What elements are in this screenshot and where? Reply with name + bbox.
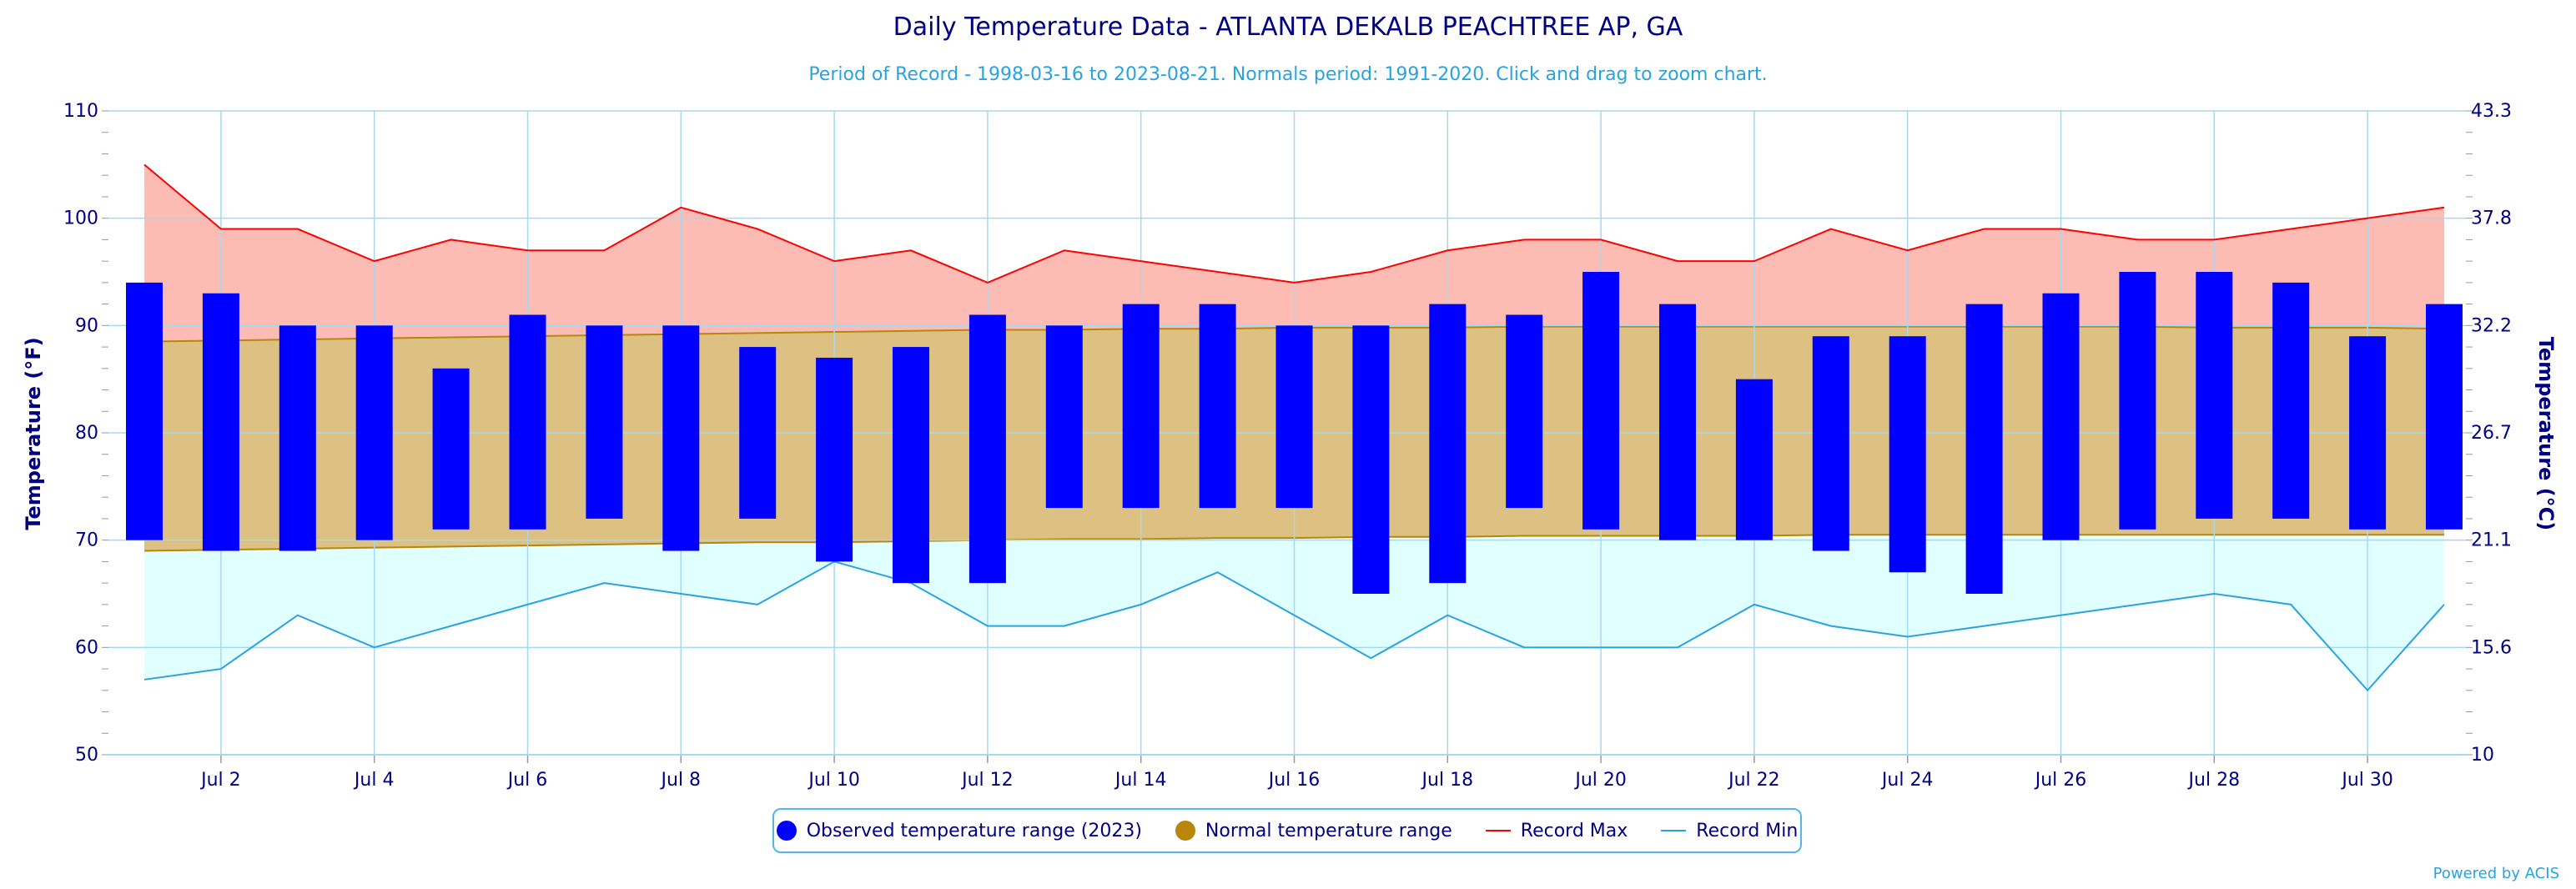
observed-bar[interactable] <box>509 314 546 530</box>
observed-bar[interactable] <box>2119 272 2156 530</box>
x-tick-label: Jul 26 <box>2034 770 2087 791</box>
x-tick-label: Jul 6 <box>506 770 548 791</box>
record-min-swatch-icon <box>1661 830 1687 831</box>
chart-title: Daily Temperature Data - ATLANTA DEKALB … <box>893 13 1683 42</box>
observed-bar[interactable] <box>202 293 239 551</box>
x-tick-label: Jul 10 <box>807 770 860 791</box>
observed-bar[interactable] <box>1659 304 1696 540</box>
observed-bar[interactable] <box>1965 304 2003 594</box>
record-max-line[interactable] <box>143 163 2445 284</box>
observed-bar[interactable] <box>1812 336 1849 551</box>
observed-bar[interactable] <box>1889 336 1926 573</box>
legend-label-normal: Normal temperature range <box>1205 820 1452 841</box>
observed-bar[interactable] <box>1275 325 1313 509</box>
observed-bar[interactable] <box>1045 325 1083 509</box>
observed-bar[interactable] <box>355 325 393 540</box>
y-tick-label: 110 <box>63 101 98 122</box>
y2-tick-label: 43.3 <box>2471 101 2512 122</box>
y-tick-label: 70 <box>75 530 98 551</box>
legend-item-record-max[interactable]: Record Max <box>1485 820 1628 841</box>
observed-bar[interactable] <box>1352 325 1390 594</box>
observed-bar[interactable] <box>432 368 470 530</box>
y-tick-label: 60 <box>75 637 98 658</box>
legend-item-record-min[interactable]: Record Min <box>1661 821 1798 841</box>
x-tick-label: Jul 2 <box>199 770 241 791</box>
y-axis-label-c: Temperature (°C) <box>2534 337 2558 531</box>
observed-bar[interactable] <box>2042 293 2080 540</box>
x-tick-label: Jul 22 <box>1727 770 1780 791</box>
observed-bar[interactable] <box>126 282 163 540</box>
observed-bar[interactable] <box>1429 304 1467 584</box>
y-tick-label: 90 <box>75 315 98 336</box>
observed-swatch-icon <box>776 821 797 841</box>
x-tick-label: Jul 8 <box>660 770 702 791</box>
observed-bar[interactable] <box>739 347 777 519</box>
y2-tick-label: 32.2 <box>2471 315 2512 336</box>
y-tick-label: 100 <box>63 208 98 229</box>
observed-bar[interactable] <box>969 314 1006 584</box>
record-max-swatch-icon <box>1485 830 1511 831</box>
observed-bar[interactable] <box>2426 304 2463 530</box>
y2-tick-label: 10 <box>2471 745 2494 766</box>
y-tick-label: 80 <box>75 423 98 444</box>
x-tick-label: Jul 18 <box>1421 770 1474 791</box>
normal-swatch-icon <box>1175 821 1195 841</box>
y2-tick-label: 26.7 <box>2471 423 2512 444</box>
y-axis-label-f: Temperature (°F) <box>22 337 45 530</box>
credits-link[interactable]: Powered by ACIS <box>2433 865 2559 882</box>
x-tick-label: Jul 4 <box>353 770 395 791</box>
y2-tick-label: 21.1 <box>2471 530 2512 551</box>
plot-area[interactable]: 50 10 60 15.6 70 21.1 80 26.7 90 32.2 100 37.8 110 43… <box>63 101 2512 791</box>
observed-bar[interactable] <box>586 325 623 519</box>
legend-label-record-max: Record Max <box>1520 820 1628 841</box>
x-tick-label: Jul 12 <box>960 770 1014 791</box>
observed-bar[interactable] <box>1506 314 1543 509</box>
x-tick-label: Jul 24 <box>1880 770 1934 791</box>
observed-bar[interactable] <box>1122 304 1160 509</box>
observed-bar[interactable] <box>1735 379 1773 540</box>
observed-bar[interactable] <box>2349 336 2387 530</box>
record-max-band <box>144 164 2444 342</box>
chart-legend: Observed temperature range (2023) Normal… <box>772 808 1802 853</box>
y2-tick-label: 15.6 <box>2471 637 2512 658</box>
chart-subtitle: Period of Record - 1998-03-16 to 2023-08… <box>808 64 1767 85</box>
legend-item-normal[interactable]: Normal temperature range <box>1175 821 1452 841</box>
observed-bar[interactable] <box>2272 282 2310 519</box>
y-tick-label: 50 <box>75 745 98 766</box>
x-tick-label: Jul 14 <box>1114 770 1167 791</box>
x-tick-label: Jul 20 <box>1573 770 1627 791</box>
record-min-line[interactable] <box>143 560 2445 692</box>
observed-bar[interactable] <box>893 347 929 584</box>
legend-label-record-min: Record Min <box>1696 820 1799 841</box>
observed-bar[interactable] <box>1199 304 1236 509</box>
observed-bar[interactable] <box>662 325 700 551</box>
legend-label-observed: Observed temperature range (2023) <box>806 820 1142 841</box>
x-tick-label: Jul 30 <box>2340 770 2393 791</box>
x-tick-label: Jul 16 <box>1267 770 1321 791</box>
y2-tick-label: 37.8 <box>2471 208 2512 229</box>
observed-bar[interactable] <box>1582 272 1620 530</box>
legend-item-observed[interactable]: Observed temperature range (2023) <box>776 820 1142 841</box>
observed-bar[interactable] <box>2196 272 2233 519</box>
x-tick-label: Jul 28 <box>2187 770 2241 791</box>
observed-bar[interactable] <box>279 325 316 551</box>
observed-bar[interactable] <box>816 357 853 562</box>
